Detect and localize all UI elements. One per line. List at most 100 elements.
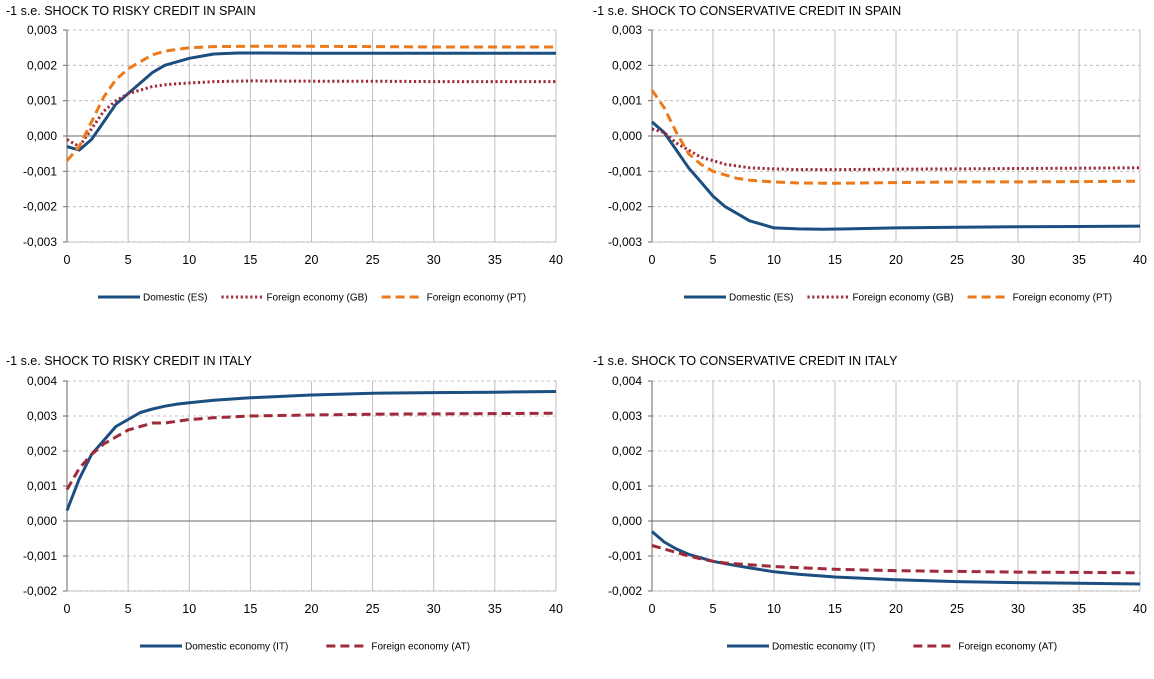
x-tick-label: 35 <box>488 253 502 267</box>
y-tick-label: -0,002 <box>23 584 57 598</box>
x-tick-label: 5 <box>710 602 717 616</box>
y-tick-label: -0,002 <box>608 584 642 598</box>
series-line <box>65 44 556 162</box>
series-line <box>66 79 556 149</box>
x-tick-label: 30 <box>1011 253 1025 267</box>
y-tick-label: 0,003 <box>27 23 57 37</box>
y-tick-label: -0,001 <box>23 549 57 563</box>
x-tick-label: 5 <box>710 253 717 267</box>
chart-title: -1 s.e. SHOCK TO RISKY CREDIT IN ITALY <box>6 354 252 368</box>
y-tick-label: 0,000 <box>612 129 642 143</box>
legend-label: Foreign economy (GB) <box>852 293 953 304</box>
series-line <box>65 411 557 491</box>
legend-label: Domestic (ES) <box>729 293 793 304</box>
chart-title: -1 s.e. SHOCK TO CONSERVATIVE CREDIT IN … <box>593 354 898 368</box>
x-tick-label: 25 <box>950 602 964 616</box>
y-tick-label: 0,003 <box>612 409 642 423</box>
x-tick-label: 30 <box>427 253 441 267</box>
x-tick-label: 0 <box>64 602 71 616</box>
x-tick-label: 10 <box>182 253 196 267</box>
y-tick-label: 0,000 <box>27 514 57 528</box>
chart-panel-risky-spain: -1 s.e. SHOCK TO RISKY CREDIT IN SPAIN -… <box>0 0 577 329</box>
x-tick-label: 30 <box>427 602 441 616</box>
x-tick-label: 40 <box>549 602 563 616</box>
y-tick-label: 0,000 <box>27 129 57 143</box>
y-tick-label: 0,003 <box>27 409 57 423</box>
y-tick-label: 0,001 <box>612 479 642 493</box>
y-tick-label: 0,001 <box>27 94 57 108</box>
series-line <box>651 530 1141 586</box>
chart-title: -1 s.e. SHOCK TO RISKY CREDIT IN SPAIN <box>6 4 256 18</box>
y-tick-label: 0,002 <box>612 444 642 458</box>
x-tick-label: 25 <box>366 602 380 616</box>
series-line <box>65 390 557 512</box>
y-tick-label: 0,002 <box>612 58 642 72</box>
series-line <box>66 51 556 152</box>
x-tick-label: 35 <box>488 602 502 616</box>
y-tick-label: 0,001 <box>27 479 57 493</box>
x-tick-label: 35 <box>1072 253 1086 267</box>
y-tick-label: -0,001 <box>608 164 642 178</box>
x-tick-label: 30 <box>1011 602 1025 616</box>
y-tick-label: -0,003 <box>23 235 57 249</box>
legend: Domestic economy (IT) Foreign economy (AT… <box>140 642 470 653</box>
x-tick-label: 20 <box>889 253 903 267</box>
y-tick-label: -0,001 <box>23 164 57 178</box>
chart-panel-conservative-spain: -1 s.e. SHOCK TO CONSERVATIVE CREDIT IN … <box>587 0 1154 329</box>
y-tick-label: -0,001 <box>608 549 642 563</box>
x-tick-label: 10 <box>767 253 781 267</box>
x-tick-label: 20 <box>305 602 319 616</box>
y-tick-label: 0,002 <box>27 444 57 458</box>
x-tick-label: 0 <box>64 253 71 267</box>
series-line <box>651 544 1141 575</box>
chart-title: -1 s.e. SHOCK TO CONSERVATIVE CREDIT IN … <box>593 4 902 18</box>
x-tick-label: 35 <box>1072 602 1086 616</box>
y-tick-label: -0,003 <box>608 235 642 249</box>
series-line <box>651 120 1141 231</box>
y-tick-label: -0,002 <box>23 200 57 214</box>
line-chart: -0,003 -0,002 -0,001 0,000 0,001 0,002 0,003 0 5… <box>23 23 563 304</box>
x-tick-label: 40 <box>1133 602 1147 616</box>
line-chart: -0,002 -0,001 0,000 0,001 0,002 0,003 0,004 0 5 1… <box>608 374 1147 653</box>
y-tick-label: 0,004 <box>612 374 642 388</box>
x-tick-label: 5 <box>125 253 132 267</box>
y-tick-label: 0,004 <box>27 374 57 388</box>
legend-label: Foreign economy (AT) <box>958 642 1057 653</box>
y-tick-label: -0,002 <box>608 200 642 214</box>
series-line <box>651 127 1141 172</box>
x-tick-label: 15 <box>243 253 257 267</box>
x-tick-label: 25 <box>366 253 380 267</box>
x-tick-label: 15 <box>828 253 842 267</box>
x-tick-label: 20 <box>889 602 903 616</box>
legend-label: Foreign economy (GB) <box>266 293 367 304</box>
y-tick-label: 0,003 <box>612 23 642 37</box>
x-tick-label: 25 <box>950 253 964 267</box>
legend-label: Domestic (ES) <box>143 293 207 304</box>
x-tick-label: 10 <box>767 602 781 616</box>
legend-label: Domestic economy (IT) <box>185 642 288 653</box>
y-tick-label: 0,001 <box>612 94 642 108</box>
line-chart: -0,002 -0,001 0,000 0,001 0,002 0,003 0,004 0 5 1… <box>23 374 563 653</box>
x-tick-label: 0 <box>649 602 656 616</box>
x-tick-label: 0 <box>649 253 656 267</box>
x-tick-label: 40 <box>549 253 563 267</box>
x-tick-label: 5 <box>125 602 132 616</box>
x-tick-label: 40 <box>1133 253 1147 267</box>
x-tick-label: 10 <box>182 602 196 616</box>
chart-panel-risky-italy: -1 s.e. SHOCK TO RISKY CREDIT IN ITALY -… <box>0 350 577 679</box>
chart-panel-conservative-italy: -1 s.e. SHOCK TO CONSERVATIVE CREDIT IN … <box>587 350 1154 679</box>
x-tick-label: 20 <box>305 253 319 267</box>
y-tick-label: 0,002 <box>27 58 57 72</box>
x-tick-label: 15 <box>828 602 842 616</box>
series-line <box>650 89 1141 185</box>
x-tick-label: 15 <box>243 602 257 616</box>
line-chart: -0,003 -0,002 -0,001 0,000 0,001 0,002 0,003 0 5… <box>608 23 1147 304</box>
legend-label: Foreign economy (PT) <box>427 293 526 304</box>
legend-label: Domestic economy (IT) <box>772 642 875 653</box>
legend: Domestic (ES) Foreign economy (GB) Foreign… <box>98 293 526 304</box>
legend-label: Foreign economy (AT) <box>371 642 470 653</box>
legend: Domestic (ES) Foreign economy (GB) Foreign… <box>684 293 1112 304</box>
legend: Domestic economy (IT) Foreign economy (AT… <box>727 642 1057 653</box>
legend-label: Foreign economy (PT) <box>1013 293 1112 304</box>
y-tick-label: 0,000 <box>612 514 642 528</box>
